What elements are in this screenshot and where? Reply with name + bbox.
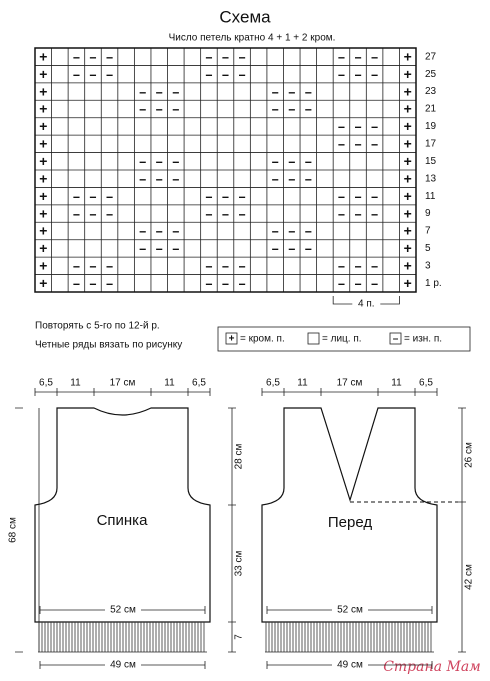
dim-label: 52 см <box>110 605 136 616</box>
legend-label: = кром. п. <box>240 334 285 345</box>
chart-row: + ––– + <box>39 120 420 136</box>
row-number: 13 <box>425 173 437 184</box>
dim-label: 17 см <box>110 378 136 389</box>
label-bg <box>105 604 141 616</box>
piece-outline <box>261 407 438 623</box>
dim-label: 52 см <box>337 605 363 616</box>
dim-line <box>34 388 211 396</box>
row-number: 17 <box>425 138 437 149</box>
legend-box <box>217 326 471 352</box>
legend-symbol: – <box>393 334 399 345</box>
legend-label: = изн. п. <box>404 334 442 345</box>
chart-row: + ––– ––– ––– + <box>39 260 420 276</box>
label-bg <box>332 604 368 616</box>
chart-row: + ––– ––– ––– + <box>39 50 420 66</box>
row-number: 19 <box>425 121 437 132</box>
row-number: 7 <box>425 226 431 237</box>
chart-row: + ––– ––– + <box>39 103 420 119</box>
dim-label: 11 <box>70 378 81 389</box>
row-number: 9 <box>425 208 431 219</box>
dim-label: 6,5 <box>192 378 206 389</box>
dim-label: 17 см <box>337 378 363 389</box>
piece-title: Перед <box>328 514 372 531</box>
dim-label: 33 см <box>234 550 245 576</box>
scheme-subtitle: Число петель кратно 4 + 1 + 2 кром. <box>169 33 336 44</box>
legend-swatch <box>225 332 238 345</box>
dim-label: 6,5 <box>39 378 53 389</box>
legend-symbol: + <box>229 334 235 345</box>
dim-line <box>15 407 40 653</box>
chart-row: + ––– ––– ––– + <box>39 68 420 84</box>
chart-row: + ––– ––– + <box>39 172 420 188</box>
dim-label: 26 см <box>464 442 475 468</box>
chart-row: + ––– ––– + <box>39 242 420 258</box>
row-number: 3 <box>425 260 431 271</box>
dim-label: 42 см <box>464 564 475 590</box>
dim-label: 7 <box>234 634 245 640</box>
label-bg <box>332 659 368 671</box>
chart-row: + ––– ––– ––– + <box>39 277 420 293</box>
label-bg <box>105 659 141 671</box>
dim-label: 49 см <box>110 660 136 671</box>
grid-border <box>34 47 417 293</box>
chart-row: + ––– + <box>39 138 420 154</box>
note: Повторять с 5-го по 12-й р. <box>35 321 160 332</box>
dim-line <box>228 407 236 653</box>
chart-row: + ––– ––– ––– + <box>39 207 420 223</box>
dim-label: 11 <box>297 378 308 389</box>
legend-swatch <box>389 332 402 345</box>
dim-label: 6,5 <box>419 378 433 389</box>
row-number: 5 <box>425 243 431 254</box>
row-number: 27 <box>425 51 437 62</box>
chart-row: + ––– ––– + <box>39 155 420 171</box>
chart-row: + ––– ––– + <box>39 225 420 241</box>
dim-line <box>458 407 466 653</box>
row-number: 25 <box>425 69 437 80</box>
dim-label: 11 <box>391 378 402 389</box>
row-number: 1 р. <box>425 278 442 289</box>
fringe <box>38 622 205 652</box>
chart-row: + ––– ––– ––– + <box>39 190 420 206</box>
row-number: 11 <box>425 191 436 202</box>
dim-label: 49 см <box>337 660 363 671</box>
row-number: 21 <box>425 104 437 115</box>
dim-label: 11 <box>164 378 175 389</box>
dim-line <box>261 388 438 396</box>
dim-label: 68 см <box>8 517 19 543</box>
piece-title: Спинка <box>97 512 149 529</box>
repeat-label: 4 п. <box>358 299 375 310</box>
chart-row: + ––– ––– + <box>39 85 420 101</box>
dim-label: 28 см <box>234 443 245 469</box>
piece-outline <box>34 407 211 623</box>
dim-label: 6,5 <box>266 378 280 389</box>
note: Четные ряды вязать по рисунку <box>35 340 182 351</box>
label-bg <box>352 298 381 310</box>
legend-swatch <box>307 332 320 345</box>
fringe <box>265 622 432 652</box>
row-number: 23 <box>425 86 437 97</box>
scheme-title: Схема <box>219 7 271 26</box>
legend-label: = лиц. п. <box>322 334 362 345</box>
row-number: 15 <box>425 156 437 167</box>
